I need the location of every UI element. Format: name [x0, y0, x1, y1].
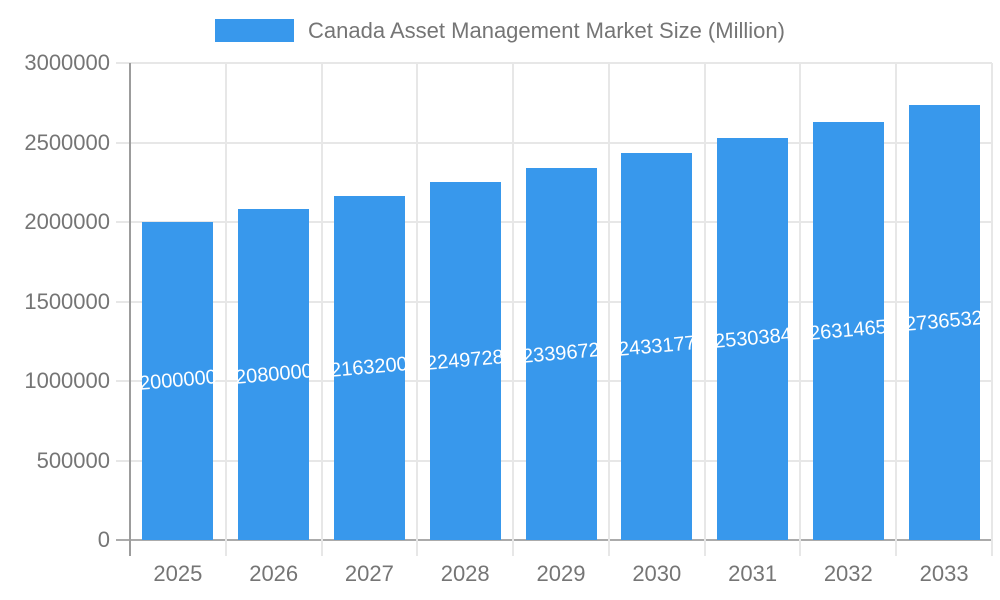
bar-2030[interactable]: 2433177: [617, 153, 697, 540]
y-gridline: [116, 141, 992, 144]
y-tick-label: 2000000: [24, 209, 110, 234]
x-tick-label: 2028: [440, 561, 490, 586]
y-tick-label: 2500000: [24, 129, 110, 155]
x-gridline: [991, 63, 993, 556]
x-tick-label: 2030: [632, 561, 682, 586]
bar-value-label: 2249728: [425, 346, 505, 376]
chart-legend[interactable]: Canada Asset Management Market Size (Mil…: [0, 19, 1000, 42]
y-axis-line: [129, 63, 131, 556]
bar-value-label: 2163200: [329, 353, 410, 382]
bar-value-label: 2736532: [904, 307, 984, 337]
bar-value-label: 2339672: [521, 339, 601, 368]
bar-2033[interactable]: 2736532: [904, 104, 984, 540]
bar-2031[interactable]: 2530384: [713, 137, 792, 540]
y-tick-label: 1000000: [24, 368, 110, 393]
x-tick-label: 2025: [153, 561, 203, 586]
bar-2025[interactable]: 2000000: [138, 222, 218, 540]
bar-2028[interactable]: 2249728: [425, 182, 505, 540]
legend-swatch-icon: [215, 19, 295, 42]
y-gridline: [116, 62, 992, 64]
y-tick-label: 0: [97, 527, 110, 552]
y-tick-label: 1500000: [24, 288, 110, 314]
x-gridline: [703, 63, 706, 556]
x-gridline: [799, 63, 802, 556]
x-gridline: [224, 63, 227, 556]
bar-2032[interactable]: 2631465: [809, 121, 888, 540]
bar-value-label: 2000000: [138, 366, 218, 395]
bar-2026[interactable]: 2080000: [234, 209, 313, 540]
bar-2029[interactable]: 2339672: [521, 168, 601, 540]
x-gridline: [607, 63, 610, 556]
y-tick-label: 500000: [36, 447, 110, 473]
x-tick-label: 2029: [536, 561, 586, 586]
bar-value-label: 2530384: [712, 323, 793, 353]
x-tick-label: 2031: [728, 561, 778, 586]
x-tick-label: 2026: [249, 561, 299, 586]
y-tick-label: 3000000: [24, 50, 110, 75]
bar-value-label: 2433177: [617, 331, 697, 361]
x-gridline: [416, 63, 419, 556]
plot-area: 2000000 2080000 2163200 2249728 2339672 24331…: [116, 62, 993, 556]
x-gridline: [512, 63, 515, 556]
x-tick-label: 2032: [823, 561, 873, 586]
bar-value-label: 2631465: [808, 315, 889, 345]
x-axis-baseline: [116, 539, 992, 541]
x-gridline: [895, 63, 898, 556]
x-tick-label: 2033: [919, 561, 969, 586]
bar-value-label: 2080000: [233, 359, 314, 389]
bar-2027[interactable]: 2163200: [330, 196, 409, 540]
x-gridline: [320, 63, 323, 556]
legend-label: Canada Asset Management Market Size (Mil…: [308, 18, 785, 43]
x-tick-label: 2027: [344, 561, 394, 586]
